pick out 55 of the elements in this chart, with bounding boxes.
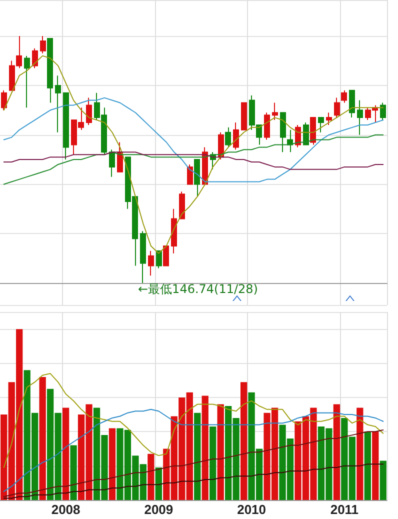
x-tick-label: 2009: [144, 502, 174, 517]
bar: [39, 376, 46, 500]
candlestick: [47, 38, 53, 104]
bar: [194, 412, 201, 500]
candlestick: [225, 126, 231, 148]
bar: [155, 468, 162, 500]
candlestick: [357, 100, 363, 136]
candlestick: [109, 149, 115, 178]
bar: [380, 460, 386, 500]
candlestick: [179, 191, 185, 220]
x-tick-label: 2011: [330, 502, 359, 517]
candlestick: [280, 112, 286, 153]
candlestick: [148, 250, 154, 276]
bar: [108, 428, 116, 500]
candlestick: [272, 102, 278, 121]
candlestick: [241, 102, 247, 130]
candlestick: [32, 48, 38, 69]
bar: [333, 404, 340, 500]
candlestick: [318, 117, 324, 133]
candlestick: [349, 90, 355, 118]
candlestick: [156, 250, 162, 269]
candlestick: [310, 117, 316, 146]
candlestick: [140, 230, 146, 284]
candlestick: [24, 55, 30, 108]
candlestick: [86, 97, 92, 126]
bar: [210, 426, 216, 500]
candlestick: [380, 102, 386, 121]
bar: [62, 408, 70, 500]
bar: [217, 404, 224, 500]
candlestick: [117, 142, 123, 172]
bar: [240, 382, 248, 500]
candlestick: [1, 90, 7, 111]
candlestick: [163, 245, 169, 266]
candlestick: [334, 97, 340, 118]
candlestick: [40, 36, 46, 54]
candlestick: [287, 129, 293, 153]
candlestick: [233, 122, 239, 150]
annotation: ←最低146.74(11/28): [138, 282, 258, 296]
candlestick: [187, 164, 193, 185]
bar: [70, 445, 77, 500]
candlestick: [264, 112, 270, 140]
bar: [202, 396, 208, 500]
x-tick-label: 2010: [237, 502, 266, 517]
candlestick: [341, 90, 347, 104]
candlestick: [171, 208, 177, 254]
bar: [148, 454, 154, 500]
candlestick: [218, 132, 224, 160]
candlestick: [63, 92, 69, 160]
candlestick: [194, 159, 200, 198]
bar: [364, 432, 371, 500]
bar: [356, 408, 364, 500]
candlestick: [326, 112, 332, 126]
x-tick-label: 2008: [51, 502, 80, 517]
candlestick: [55, 75, 61, 133]
bar: [372, 432, 379, 500]
